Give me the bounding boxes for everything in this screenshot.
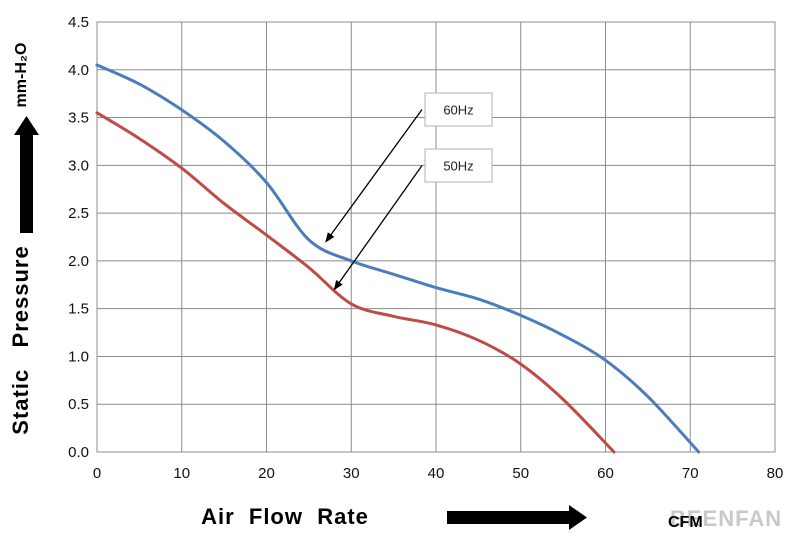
series-lines — [95, 63, 701, 454]
grid — [96, 21, 776, 453]
x-tick-label: 0 — [93, 465, 101, 482]
x-tick-label: 70 — [682, 465, 699, 482]
x-tick-label: 10 — [173, 465, 190, 482]
plot-border — [96, 21, 776, 453]
callout-label: 60Hz — [443, 103, 473, 118]
x-tick-label: 80 — [767, 465, 784, 482]
y-tick-label: 3.0 — [68, 157, 89, 174]
x-tick-label: 30 — [343, 465, 360, 482]
y-tick-label: 0.5 — [68, 396, 89, 413]
x-tick-label: 50 — [512, 465, 529, 482]
series-line-60hz — [95, 63, 701, 454]
callout-arrow — [325, 109, 423, 243]
y-tick-label: 1.0 — [68, 348, 89, 365]
y-tick-label: 4.5 — [68, 14, 89, 31]
callouts: 60Hz 50Hz — [325, 92, 493, 291]
y-tick-label: 4.0 — [68, 62, 89, 79]
y-axis-title: Static Pressure — [8, 245, 33, 434]
x-axis-title: Air Flow Rate — [201, 504, 369, 529]
callout-label: 50Hz — [443, 159, 473, 174]
x-axis-arrow-shaft — [447, 511, 569, 524]
y-tick-label: 2.0 — [68, 253, 89, 270]
callout-box — [424, 92, 493, 127]
y-tick-label: 1.5 — [68, 301, 89, 318]
x-tick-label: 20 — [258, 465, 275, 482]
callout-box — [424, 148, 493, 183]
x-tick-label: 60 — [597, 465, 614, 482]
x-axis-arrow-head — [569, 505, 587, 530]
y-tick-label: 0.0 — [68, 444, 89, 461]
y-axis-unit: mm-H₂O — [13, 43, 30, 108]
y-tick-label: 3.5 — [68, 110, 89, 127]
watermark-text: BEENFAN — [670, 506, 782, 531]
callout-arrow — [333, 165, 423, 291]
x-axis-unit: CFM — [668, 514, 703, 531]
y-tick-label: 2.5 — [68, 205, 89, 222]
y-axis-arrow-head — [14, 116, 39, 135]
tick-labels: 0 10 20 30 40 50 60 70 80 0.0 0.5 1.0 1.5 2.0 2.5 3.0 3.… — [68, 14, 783, 482]
y-axis-arrow-shaft — [20, 135, 33, 233]
x-tick-label: 40 — [428, 465, 445, 482]
series-line-50hz — [95, 111, 616, 454]
